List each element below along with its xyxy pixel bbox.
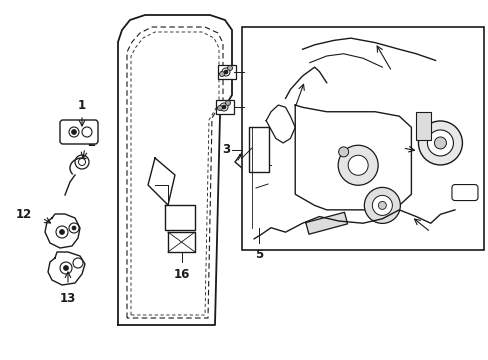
Text: 4: 4 [382, 139, 389, 153]
Circle shape [60, 262, 72, 274]
Circle shape [227, 66, 232, 71]
Text: 6: 6 [273, 159, 281, 172]
Circle shape [371, 195, 391, 215]
Polygon shape [305, 212, 347, 234]
FancyBboxPatch shape [60, 120, 98, 144]
Bar [216, 100, 234, 114]
Circle shape [225, 100, 230, 105]
Circle shape [69, 223, 79, 233]
Circle shape [418, 121, 462, 165]
Circle shape [72, 226, 76, 230]
Text: 5: 5 [254, 248, 263, 261]
Circle shape [338, 145, 377, 185]
Circle shape [219, 72, 224, 77]
Text: 8: 8 [269, 175, 278, 189]
Circle shape [82, 127, 92, 137]
Text: 12: 12 [16, 207, 32, 220]
Text: 1: 1 [78, 99, 86, 112]
Circle shape [69, 127, 79, 137]
Circle shape [347, 155, 367, 175]
Circle shape [63, 266, 68, 270]
Text: 9: 9 [277, 105, 285, 118]
Text: 14: 14 [245, 66, 262, 78]
Bar [242, 27, 483, 250]
Text: 15: 15 [245, 100, 262, 113]
FancyBboxPatch shape [451, 185, 477, 201]
Circle shape [75, 155, 89, 169]
Circle shape [56, 226, 68, 238]
Circle shape [71, 130, 76, 135]
Bar [218, 65, 236, 79]
Circle shape [364, 188, 400, 224]
Circle shape [222, 68, 229, 76]
Circle shape [427, 130, 452, 156]
Circle shape [220, 103, 227, 111]
Text: 16: 16 [173, 268, 190, 281]
Text: 3: 3 [222, 143, 229, 156]
Circle shape [217, 105, 222, 111]
Bar [249, 127, 269, 172]
Text: 7: 7 [253, 138, 262, 150]
Circle shape [224, 70, 227, 74]
Text: 10: 10 [399, 69, 415, 82]
Circle shape [378, 201, 386, 210]
Circle shape [222, 105, 225, 109]
Text: 13: 13 [60, 292, 76, 305]
Text: 2: 2 [87, 136, 95, 149]
Circle shape [79, 158, 85, 166]
Circle shape [338, 147, 348, 157]
Circle shape [60, 230, 64, 234]
Text: 11: 11 [440, 230, 456, 243]
Bar [415, 112, 430, 140]
Circle shape [433, 137, 446, 149]
Circle shape [73, 258, 83, 268]
